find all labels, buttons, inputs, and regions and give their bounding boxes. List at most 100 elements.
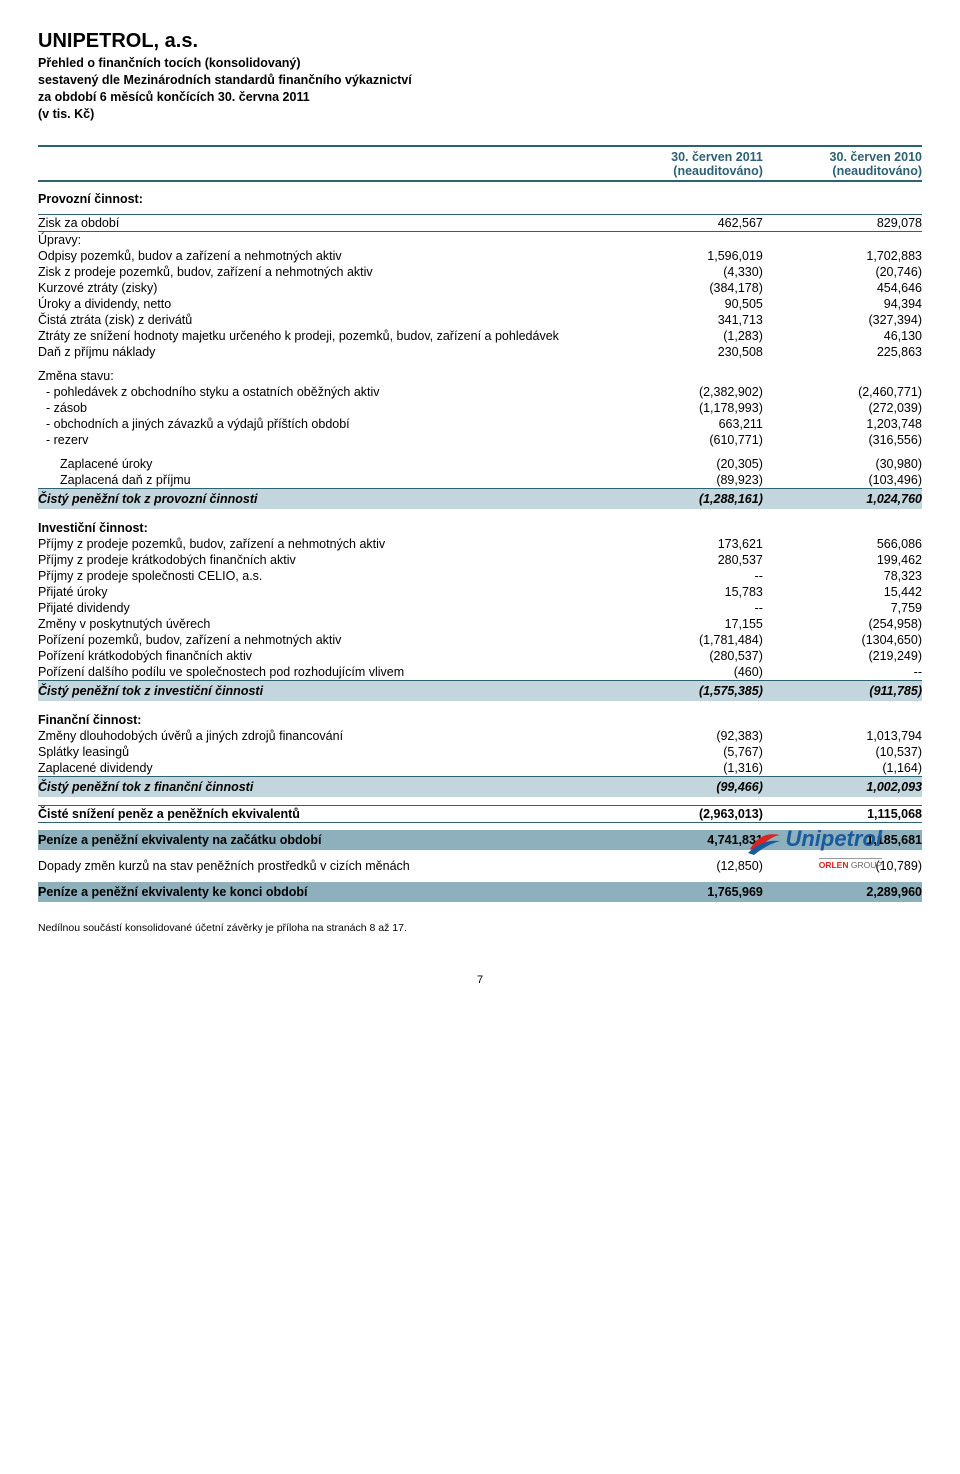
table-row-label: Čistá ztráta (zisk) z derivátů	[38, 312, 604, 328]
table-row-v2: 199,462	[763, 552, 922, 568]
cash-end-v2: 2,289,960	[763, 882, 922, 902]
cash-begin-label: Peníze a peněžní ekvivalenty na začátku …	[38, 830, 604, 850]
table-row-v1: 90,505	[604, 296, 763, 312]
financing-net-v2: 1,002,093	[763, 777, 922, 798]
table-row-label: - rezerv	[38, 432, 604, 448]
table-row-v2: 1,702,883	[763, 248, 922, 264]
table-row-v2: (327,394)	[763, 312, 922, 328]
col1-audit: (neauditováno)	[673, 164, 763, 178]
table-row-v1: 15,783	[604, 584, 763, 600]
profit-v2: 829,078	[763, 215, 922, 232]
table-row-v1: --	[604, 568, 763, 584]
table-row-v2: (1304,650)	[763, 632, 922, 648]
table-row-v2: 15,442	[763, 584, 922, 600]
operating-title: Provozní činnost:	[38, 181, 604, 207]
table-row-v2: 225,863	[763, 344, 922, 360]
table-row-v2: 1,203,748	[763, 416, 922, 432]
table-row-v2: (254,958)	[763, 616, 922, 632]
page-number: 7	[38, 974, 922, 986]
table-row-v2: (20,746)	[763, 264, 922, 280]
table-row-v1: (460)	[604, 664, 763, 681]
table-row-label: Pořízení pozemků, budov, zařízení a nehm…	[38, 632, 604, 648]
footer-note: Nedílnou součástí konsolidované účetní z…	[38, 922, 922, 934]
table-row-v2: 454,646	[763, 280, 922, 296]
table-row-v2: 1,013,794	[763, 728, 922, 744]
col1-date: 30. červen 2011	[671, 150, 763, 164]
table-row-v1: (20,305)	[604, 456, 763, 472]
table-row-v1: 173,621	[604, 536, 763, 552]
table-row-label: Změny v poskytnutých úvěrech	[38, 616, 604, 632]
table-row-v1: (610,771)	[604, 432, 763, 448]
table-row-v2: (10,537)	[763, 744, 922, 760]
table-row-label: Splátky leasingů	[38, 744, 604, 760]
logo-brand: Unipetrol	[785, 826, 882, 851]
table-row-v1: 280,537	[604, 552, 763, 568]
table-row-v1: 230,508	[604, 344, 763, 360]
table-row-v2: (1,164)	[763, 760, 922, 777]
table-row-label: Zisk z prodeje pozemků, budov, zařízení …	[38, 264, 604, 280]
table-row-label: Změny dlouhodobých úvěrů a jiných zdrojů…	[38, 728, 604, 744]
adjustments-label: Úpravy:	[38, 232, 604, 249]
table-row-v1: --	[604, 600, 763, 616]
subtitle-2: sestavený dle Mezinárodních standardů fi…	[38, 72, 922, 89]
table-row-v1: (1,178,993)	[604, 400, 763, 416]
net-change-label: Čisté snížení peněz a peněžních ekvivale…	[38, 805, 604, 822]
changes-title: Změna stavu:	[38, 368, 604, 384]
table-row-v1: (89,923)	[604, 472, 763, 489]
table-row-label: Pořízení krátkodobých finančních aktiv	[38, 648, 604, 664]
net-change-v1: (2,963,013)	[604, 805, 763, 822]
table-row-v2: (219,249)	[763, 648, 922, 664]
operating-net-v2: 1,024,760	[763, 489, 922, 510]
table-row-label: Ztráty ze snížení hodnoty majetku určené…	[38, 328, 604, 344]
financing-title: Finanční činnost:	[38, 709, 604, 728]
profit-v1: 462,567	[604, 215, 763, 232]
subtitle-1: Přehled o finančních tocích (konsolidova…	[38, 55, 922, 72]
table-row-v1: (384,178)	[604, 280, 763, 296]
table-row-v1: (2,382,902)	[604, 384, 763, 400]
subtitle-3: za období 6 měsíců končících 30. června …	[38, 89, 922, 106]
table-row-label: Přijaté úroky	[38, 584, 604, 600]
col2-audit: (neauditováno)	[832, 164, 922, 178]
financing-net-label: Čistý peněžní tok z finanční činnosti	[38, 777, 604, 798]
logo-sub1: ORLEN	[819, 860, 849, 870]
fx-effect-v1: (12,850)	[604, 858, 763, 874]
table-row-v2: (2,460,771)	[763, 384, 922, 400]
table-row-label: Zaplacené úroky	[38, 456, 604, 472]
operating-net-label: Čistý peněžní tok z provozní činnosti	[38, 489, 604, 510]
table-row-label: Příjmy z prodeje krátkodobých finančních…	[38, 552, 604, 568]
table-row-v2: (272,039)	[763, 400, 922, 416]
table-row-v1: (1,781,484)	[604, 632, 763, 648]
table-row-label: Příjmy z prodeje pozemků, budov, zařízen…	[38, 536, 604, 552]
table-row-label: - zásob	[38, 400, 604, 416]
investing-net-label: Čistý peněžní tok z investiční činnosti	[38, 681, 604, 702]
table-row-v2: 566,086	[763, 536, 922, 552]
table-row-v1: 1,596,019	[604, 248, 763, 264]
table-row-v1: (92,383)	[604, 728, 763, 744]
logo: Unipetrol ORLEN GROUP	[746, 826, 882, 871]
profit-label: Zisk za období	[38, 215, 604, 232]
table-row-v1: 341,713	[604, 312, 763, 328]
table-row-v1: (280,537)	[604, 648, 763, 664]
col2-date: 30. červen 2010	[830, 150, 922, 164]
subtitle-4: (v tis. Kč)	[38, 106, 922, 123]
table-row-label: Pořízení dalšího podílu ve společnostech…	[38, 664, 604, 681]
table-row-v2: (103,496)	[763, 472, 922, 489]
net-change-v2: 1,115,068	[763, 805, 922, 822]
table-row-v1: (1,316)	[604, 760, 763, 777]
table-row-v1: (5,767)	[604, 744, 763, 760]
table-row-label: Příjmy z prodeje společnosti CELIO, a.s.	[38, 568, 604, 584]
table-row-v2: (30,980)	[763, 456, 922, 472]
table-row-label: Kurzové ztráty (zisky)	[38, 280, 604, 296]
logo-sub2: GROUP	[851, 860, 882, 870]
cash-end-label: Peníze a peněžní ekvivalenty ke konci ob…	[38, 882, 604, 902]
table-row-v1: 663,211	[604, 416, 763, 432]
table-row-label: Daň z příjmu náklady	[38, 344, 604, 360]
table-row-label: Zaplacené dividendy	[38, 760, 604, 777]
cash-end-v1: 1,765,969	[604, 882, 763, 902]
operating-net-v1: (1,288,161)	[604, 489, 763, 510]
table-row-label: Úroky a dividendy, netto	[38, 296, 604, 312]
table-row-v2: 7,759	[763, 600, 922, 616]
table-row-v2: --	[763, 664, 922, 681]
table-row-v2: 78,323	[763, 568, 922, 584]
financing-net-v1: (99,466)	[604, 777, 763, 798]
